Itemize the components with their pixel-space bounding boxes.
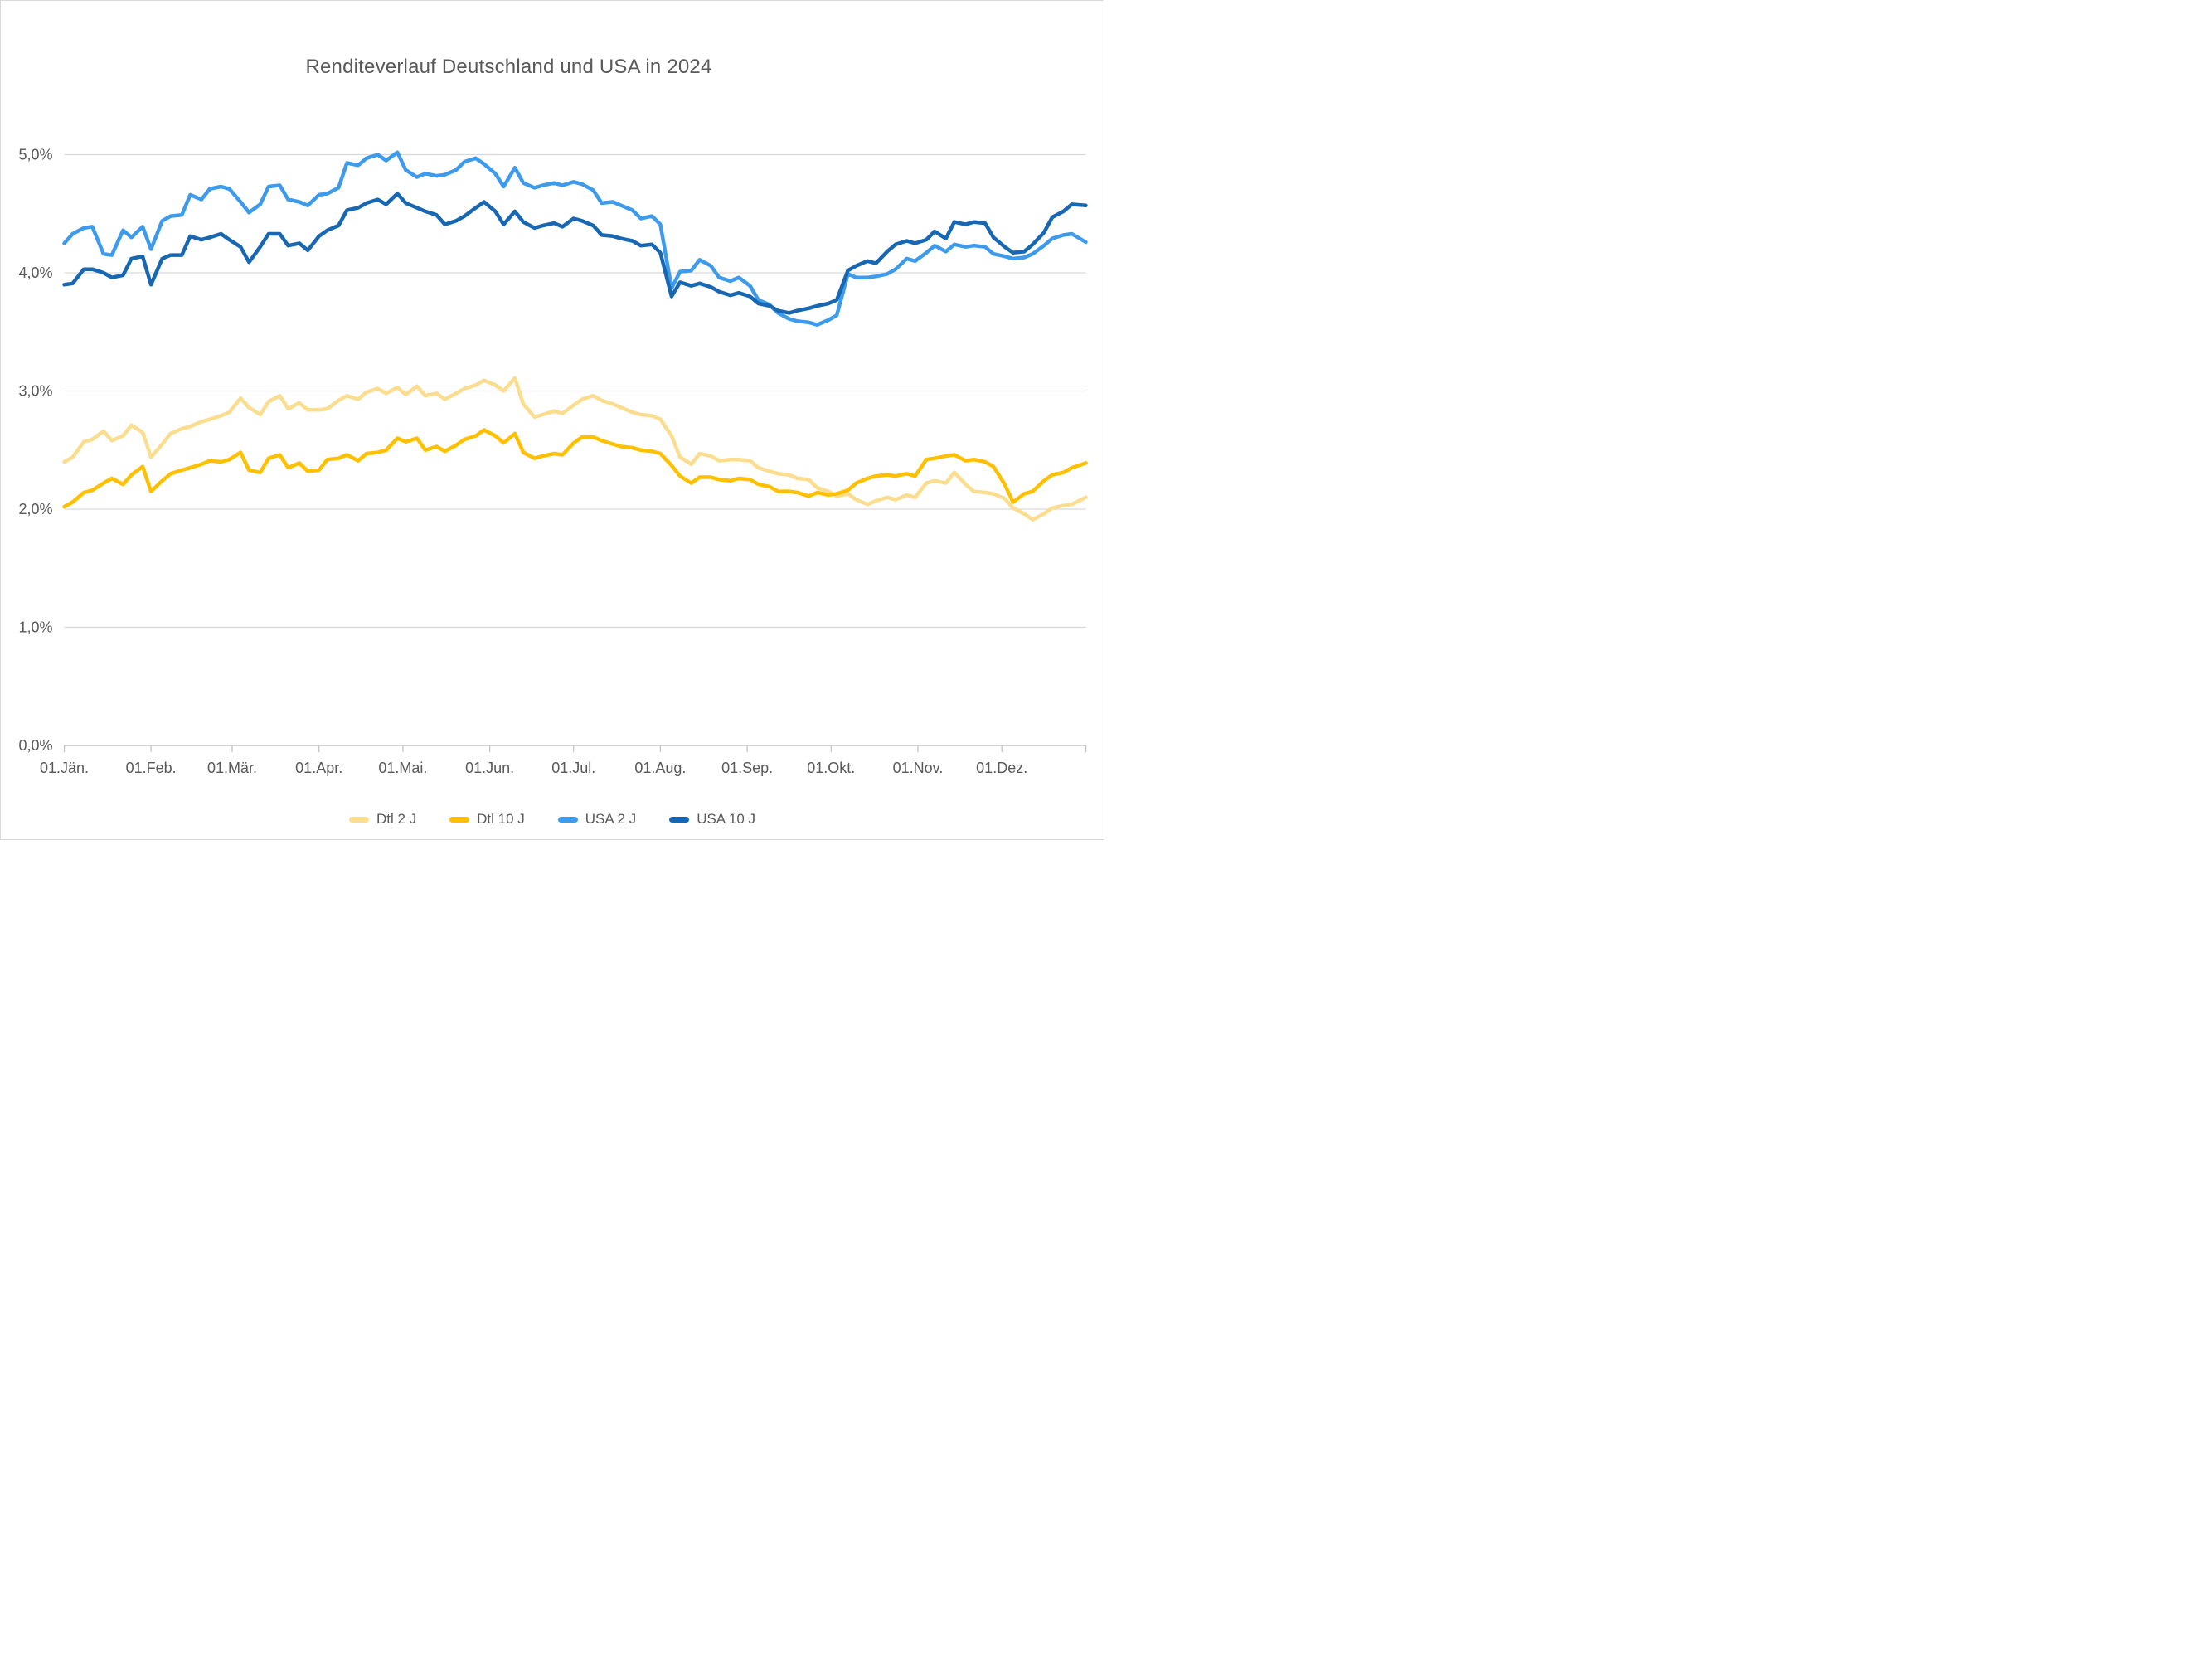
legend-swatch-icon [348,816,369,823]
legend-item-usa-2-j: USA 2 J [557,811,637,828]
y-axis-tick-label: 4,0% [18,265,52,281]
x-axis-tick-label: 01.Jän. [40,760,89,776]
x-axis-tick-label: 01.Mär. [207,760,257,776]
legend-label: USA 2 J [585,811,637,827]
y-axis-tick-label: 1,0% [18,619,52,636]
legend-swatch-icon [557,816,578,823]
x-axis-tick-label: 01.Jun. [465,760,514,776]
x-axis-tick-label: 01.Okt. [807,760,855,776]
yield-chart: 0,0% 1,0% 2,0% 3,0% 4,0% 5,0% 01.Jän. 01.Feb. 01… [0,0,1104,840]
legend-label: USA 10 J [697,811,756,827]
y-axis-tick-label: 5,0% [18,147,52,163]
x-axis-tick-label: 01.Mai. [378,760,427,776]
series-line-usa-10-j [62,192,1088,315]
legend-label: Dtl 2 J [376,811,417,827]
x-axis-tick-label: 01.Nov. [893,760,944,776]
chart-legend: Dtl 2 J Dtl 10 J USA 2 J USA 10 J [1,811,1104,828]
x-axis-tick-label: 01.Jul. [551,760,595,776]
legend-label: Dtl 10 J [477,811,525,827]
chart-title: Renditeverlauf Deutschland und USA in 20… [305,56,712,78]
y-axis-tick-label: 0,0% [18,737,52,754]
legend-swatch-icon [669,816,690,823]
legend-swatch-icon [449,816,470,823]
legend-item-dtl-10-j: Dtl 10 J [449,811,525,828]
chart-plot-area: 0,0% 1,0% 2,0% 3,0% 4,0% 5,0% 01.Jän. 01.Feb. 01… [18,147,1088,776]
y-axis-tick-label: 3,0% [18,383,52,400]
x-axis-tick-label: 01.Apr. [295,760,342,776]
series-line-dtl-2-j [62,376,1088,522]
series-line-usa-2-j [62,150,1088,327]
x-axis-tick-label: 01.Dez. [976,760,1027,776]
legend-item-usa-10-j: USA 10 J [669,811,755,828]
y-axis-tick-label: 2,0% [18,501,52,517]
x-axis-tick-label: 01.Aug. [634,760,686,776]
legend-item-dtl-2-j: Dtl 2 J [348,811,417,828]
x-axis-tick-label: 01.Feb. [126,760,177,776]
series-line-dtl-10-j [62,428,1088,509]
x-axis-tick-label: 01.Sep. [721,760,773,776]
